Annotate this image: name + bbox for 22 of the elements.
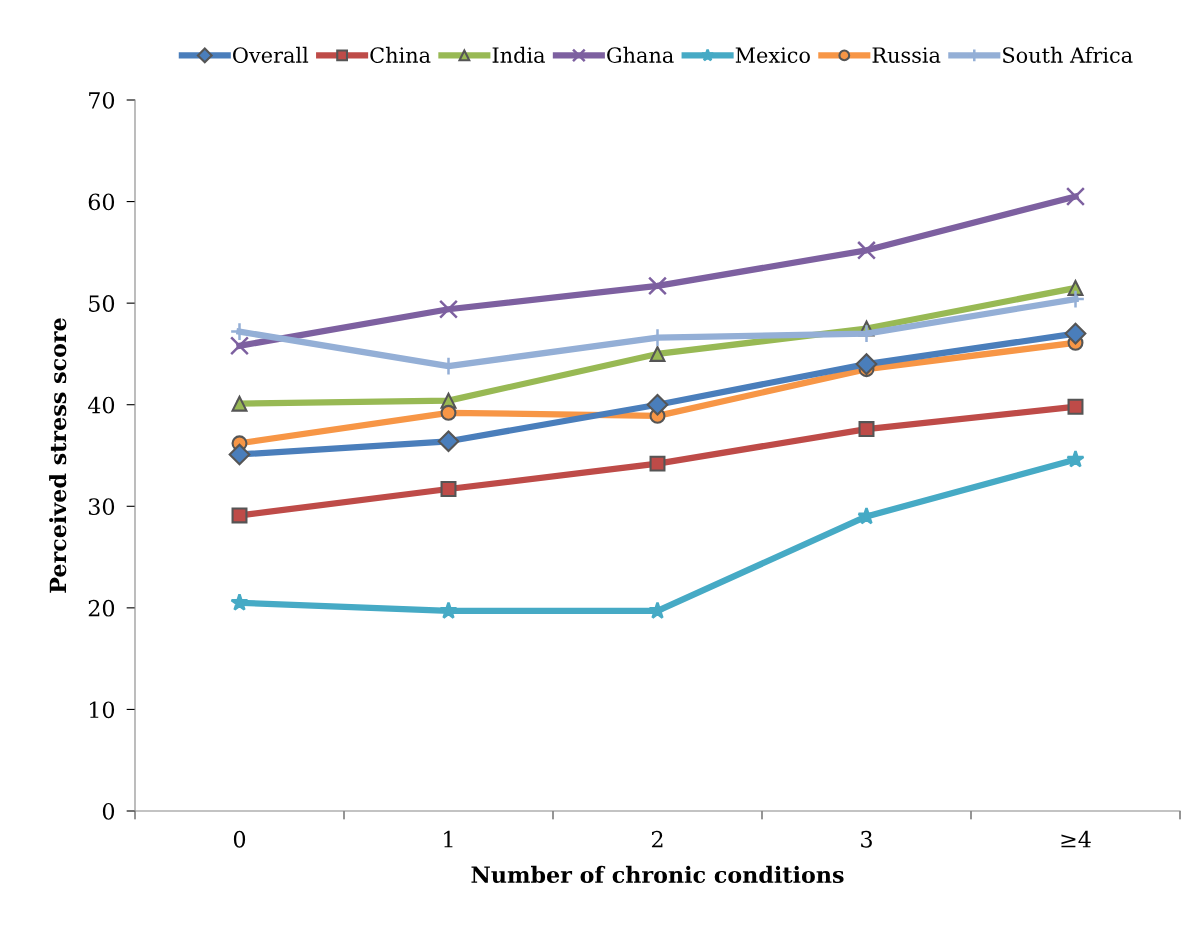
legend-label: China [370,46,431,63]
x-tick-label: 0 [233,830,246,848]
x-axis-title: Number of chronic conditions [471,865,844,884]
y-tick-label: 40 [87,396,115,414]
legend-label: Ghana [607,46,674,63]
y-tick-label: 0 [102,802,115,820]
y-tick-label: 60 [88,193,115,211]
legend-label: Overall [233,46,309,63]
x-tick-label: 2 [651,830,663,848]
x-tick-label: 3 [861,830,872,848]
y-tick-label: 20 [88,599,115,617]
y-tick-label: 10 [89,701,115,719]
legend-label: India [492,46,545,63]
y-tick-label: 30 [88,498,115,516]
y-axis-title: Perceived stress score [49,318,67,593]
legend-label: South Africa [1003,46,1133,63]
legend-label: Mexico [735,47,810,63]
x-tick-label: ≥4 [1061,830,1091,848]
y-tick-label: 50 [89,295,115,312]
x-tick-label: 1 [444,830,453,848]
y-tick-label: 70 [89,91,115,109]
legend-label: Russia [872,47,941,63]
